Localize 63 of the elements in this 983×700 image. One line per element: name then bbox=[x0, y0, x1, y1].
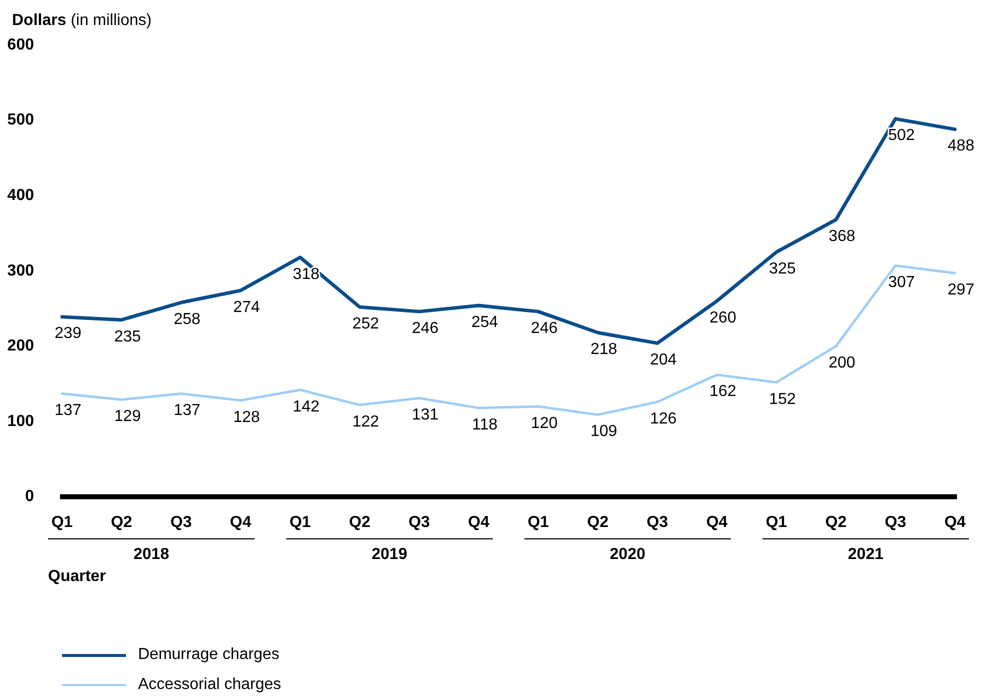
y-tick-label: 400 bbox=[7, 187, 34, 204]
x-tick-label: Q2 bbox=[587, 514, 609, 531]
x-tick-label: Q3 bbox=[170, 514, 192, 531]
data-label: 297 bbox=[948, 282, 974, 299]
data-label: 142 bbox=[292, 398, 320, 416]
y-axis-title: Dollars (in millions) bbox=[12, 12, 152, 29]
data-label: 126 bbox=[650, 410, 677, 428]
y-tick-label: 0 bbox=[25, 488, 34, 506]
data-label: 246 bbox=[530, 320, 558, 337]
data-label: 128 bbox=[233, 408, 260, 426]
text: 2020 bbox=[610, 546, 646, 564]
y-tick-label: 300 bbox=[7, 262, 34, 280]
text: 2021 bbox=[848, 546, 884, 564]
x-tick-label: Q2 bbox=[110, 514, 132, 531]
x-tick-label: Q3 bbox=[408, 514, 430, 531]
y-tick-label: 100 bbox=[7, 412, 34, 430]
legend-label: Accessorial charges bbox=[138, 676, 282, 694]
text: 2018 bbox=[134, 546, 170, 564]
x-tick-label: Q1 bbox=[51, 514, 73, 531]
data-label: 122 bbox=[352, 413, 380, 430]
data-label: 152 bbox=[769, 390, 796, 408]
data-label: 120 bbox=[530, 414, 558, 432]
data-label: 129 bbox=[114, 408, 141, 426]
data-label: 274 bbox=[233, 298, 260, 316]
data-label: 131 bbox=[412, 406, 439, 424]
data-label: 239 bbox=[54, 325, 82, 342]
data-label: 318 bbox=[292, 266, 320, 283]
data-label: 246 bbox=[412, 320, 439, 337]
data-label: 218 bbox=[590, 341, 618, 358]
data-label: 162 bbox=[710, 383, 736, 400]
x-tick-label: Q4 bbox=[944, 514, 966, 531]
data-label: 258 bbox=[174, 310, 201, 328]
data-label: 488 bbox=[948, 138, 974, 155]
data-label: 252 bbox=[352, 315, 380, 332]
x-tick-label: Q4 bbox=[468, 514, 490, 531]
x-tick-label: Q3 bbox=[884, 514, 906, 531]
legend-label: Demurrage charges bbox=[138, 646, 280, 664]
data-label: 204 bbox=[650, 352, 677, 369]
data-label: 137 bbox=[174, 402, 201, 420]
data-label: 260 bbox=[710, 309, 736, 326]
x-tick-label: Q2 bbox=[348, 514, 370, 531]
data-label: 502 bbox=[888, 127, 915, 144]
data-label: 109 bbox=[590, 423, 618, 440]
data-label: 235 bbox=[114, 328, 141, 346]
x-tick-label: Q4 bbox=[230, 514, 252, 531]
text: 2019 bbox=[372, 546, 408, 564]
x-tick-label: Q4 bbox=[706, 514, 728, 531]
data-label: 118 bbox=[472, 416, 498, 434]
data-label: 137 bbox=[54, 402, 82, 420]
data-label: 200 bbox=[828, 354, 856, 372]
x-tick-label: Q3 bbox=[646, 514, 668, 531]
y-tick-label: 200 bbox=[7, 338, 34, 355]
data-label: 325 bbox=[769, 260, 796, 278]
x-tick-label: Q2 bbox=[825, 514, 847, 531]
x-tick-label: Q1 bbox=[766, 514, 788, 531]
data-label: 307 bbox=[888, 274, 915, 292]
data-label: 368 bbox=[828, 228, 856, 246]
x-axis-title: Quarter bbox=[48, 568, 106, 586]
x-tick-label: Q1 bbox=[289, 514, 311, 531]
data-label: 254 bbox=[471, 314, 498, 331]
y-tick-label: 500 bbox=[7, 112, 34, 129]
x-tick-label: Q1 bbox=[528, 514, 550, 531]
y-tick-label: 600 bbox=[7, 36, 34, 54]
